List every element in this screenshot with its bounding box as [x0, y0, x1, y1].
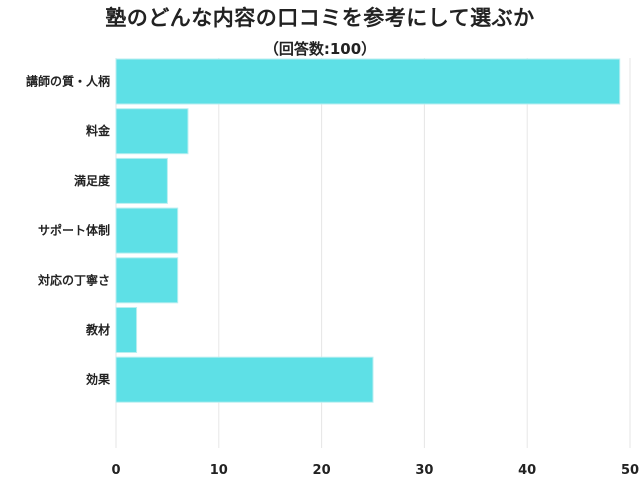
x-tick-label: 50	[621, 463, 639, 478]
bars	[115, 58, 621, 403]
bar	[115, 58, 621, 105]
bar	[115, 257, 179, 304]
bar	[115, 157, 168, 204]
x-tick-label: 20	[313, 463, 331, 478]
chart-subtitle: （回答数:100）	[263, 40, 377, 58]
category-label: 効果	[86, 372, 110, 387]
x-tick-label: 10	[210, 463, 228, 478]
x-tick-label: 40	[518, 463, 536, 478]
category-label: 満足度	[74, 173, 111, 188]
category-label: サポート体制	[38, 223, 110, 238]
bar	[115, 307, 138, 353]
x-tick-label: 30	[415, 463, 433, 478]
category-label: 教材	[85, 322, 110, 337]
x-tick-label: 0	[111, 463, 120, 478]
bar	[115, 356, 374, 403]
category-label: 講師の質・人柄	[26, 74, 110, 89]
bar	[115, 207, 179, 254]
bar	[115, 108, 189, 155]
chart-title: 塾のどんな内容の口コミを参考にして選ぶか	[105, 6, 535, 30]
category-label: 料金	[86, 123, 111, 138]
category-label: 対応の丁寧さ	[37, 272, 110, 287]
x-tick-labels: 0 10 20 30 40 50	[111, 463, 639, 478]
